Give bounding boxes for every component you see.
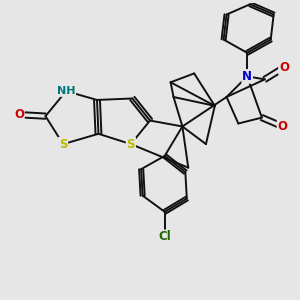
Text: N: N	[242, 70, 252, 83]
Text: S: S	[59, 138, 68, 151]
Text: Cl: Cl	[158, 230, 171, 243]
Text: O: O	[14, 108, 24, 121]
Text: O: O	[278, 120, 287, 133]
Text: S: S	[127, 138, 135, 151]
Text: O: O	[279, 61, 289, 74]
Text: NH: NH	[57, 86, 75, 96]
